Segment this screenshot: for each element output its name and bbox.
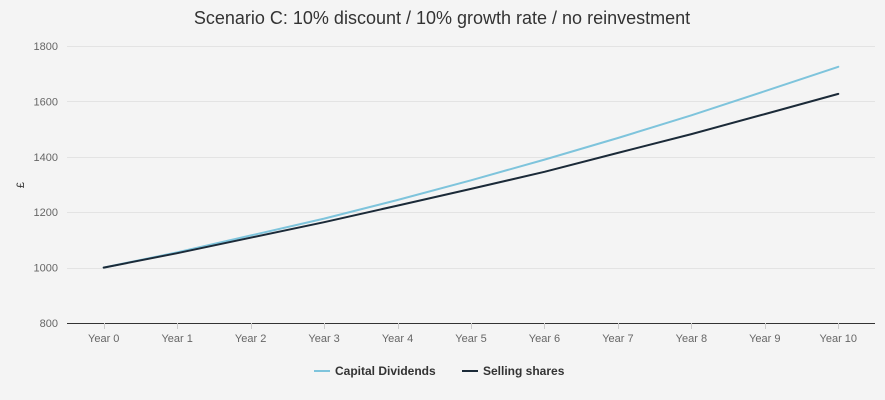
x-tick-label: Year 8 bbox=[676, 333, 707, 345]
x-tick-label: Year 5 bbox=[455, 333, 486, 345]
y-axis-ticks: 800 1000 1200 1400 1600 1800 bbox=[34, 41, 58, 330]
series-lines bbox=[102, 65, 840, 269]
series-line-0 bbox=[102, 65, 840, 269]
legend-item[interactable]: Capital Dividends bbox=[314, 364, 436, 378]
x-tick-label: Year 6 bbox=[529, 333, 560, 345]
x-tick-label: Year 4 bbox=[382, 333, 413, 345]
x-tick-label: Year 2 bbox=[235, 333, 266, 345]
x-tick-label: Year 7 bbox=[602, 333, 633, 345]
legend-label: Capital Dividends bbox=[335, 364, 436, 378]
x-tick-label: Year 10 bbox=[820, 333, 858, 345]
y-tick-label: 1200 bbox=[34, 207, 58, 219]
y-axis-label: £ bbox=[15, 182, 27, 188]
legend-item[interactable]: Selling shares bbox=[462, 364, 565, 378]
x-tick-label: Year 0 bbox=[88, 333, 119, 345]
legend: Capital Dividends Selling shares bbox=[314, 364, 565, 378]
gridlines bbox=[67, 46, 875, 269]
y-tick-label: 1400 bbox=[34, 152, 58, 164]
y-tick-label: 1600 bbox=[34, 96, 58, 108]
x-tick-label: Year 1 bbox=[161, 333, 192, 345]
x-tick-label: Year 3 bbox=[308, 333, 339, 345]
y-tick-label: 1000 bbox=[34, 263, 58, 275]
x-axis-ticks: Year 0 Year 1 Year 2 Year 3 Year 4 Year 5 Year… bbox=[88, 323, 857, 345]
x-tick-label: Year 9 bbox=[749, 333, 780, 345]
series-line-1 bbox=[102, 92, 840, 269]
y-tick-label: 1800 bbox=[34, 41, 58, 53]
y-tick-label: 800 bbox=[40, 318, 58, 330]
chart-title: Scenario C: 10% discount / 10% growth ra… bbox=[194, 8, 690, 28]
legend-label: Selling shares bbox=[483, 364, 565, 378]
